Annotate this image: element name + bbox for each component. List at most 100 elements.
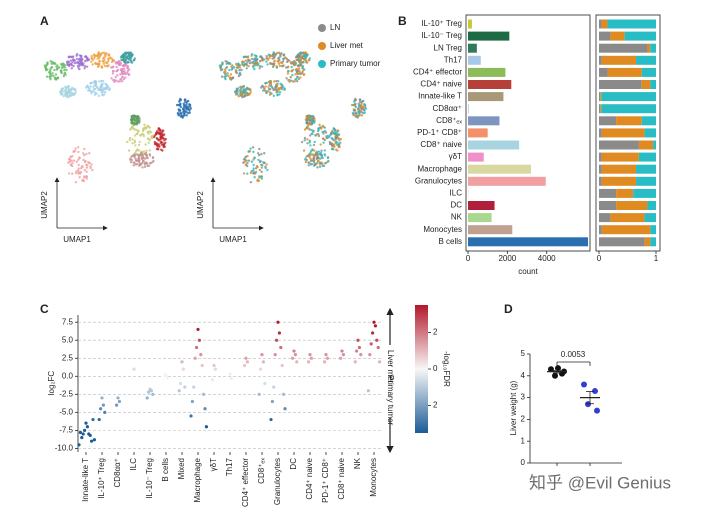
- x-tick-label: ILC: [129, 458, 138, 471]
- umap-point: [358, 114, 361, 117]
- neighbourhood-point: [151, 392, 155, 396]
- dot: [594, 407, 600, 414]
- umap-point: [350, 103, 354, 107]
- y-tick-label: -10.0: [55, 444, 74, 453]
- umap-point: [103, 58, 106, 62]
- umap-point: [272, 88, 275, 91]
- umap-point: [84, 159, 87, 163]
- umap-point: [178, 100, 181, 103]
- umap-point: [225, 74, 228, 77]
- umap-point: [83, 153, 86, 157]
- umap-point: [308, 119, 311, 123]
- stacked-segment: [599, 176, 602, 186]
- umap-point: [307, 59, 311, 62]
- umap-point: [245, 163, 248, 167]
- umap-point: [237, 74, 241, 78]
- neighbourhood-point: [261, 360, 265, 364]
- umap-point: [233, 66, 236, 69]
- umap-point: [71, 55, 75, 58]
- umap-point: [254, 62, 257, 65]
- umap-point: [145, 149, 148, 152]
- umap-point: [281, 84, 284, 87]
- umap-point: [161, 141, 164, 144]
- umap-point: [67, 55, 71, 59]
- umap-point: [67, 95, 71, 98]
- umap-point: [98, 59, 101, 62]
- umap-point: [336, 141, 339, 144]
- stacked-segment: [610, 213, 645, 223]
- neighbourhood-point: [368, 353, 372, 357]
- umap-point: [360, 107, 364, 111]
- umap-point: [291, 61, 295, 64]
- umap-point: [75, 57, 79, 61]
- umap-point: [361, 105, 365, 108]
- neighbourhood-point: [269, 417, 273, 422]
- umap-point: [246, 154, 249, 158]
- umap-point: [276, 94, 279, 97]
- umap-point: [133, 114, 137, 118]
- x-tick-label: CD8⁺ₑₓ: [257, 458, 266, 484]
- umap-point: [97, 88, 100, 91]
- umap-point: [80, 55, 83, 58]
- umap-point: [95, 62, 98, 66]
- umap-point: [224, 60, 227, 63]
- stacked-segment: [599, 213, 611, 223]
- neighbourhood-point: [378, 360, 382, 364]
- umap-point: [304, 59, 308, 62]
- category-label: γδT: [449, 152, 462, 161]
- umap-point: [297, 64, 300, 68]
- umap-point: [132, 59, 136, 62]
- umap-point: [311, 118, 315, 121]
- umap-point: [237, 95, 240, 98]
- umap-point: [310, 116, 314, 119]
- umap-point: [54, 73, 58, 76]
- stacked-segment: [601, 225, 651, 235]
- neighbourhood-point: [292, 349, 296, 353]
- umap-point: [324, 161, 327, 165]
- x-tick-label: Innate-like T: [81, 458, 90, 502]
- umap-point: [243, 157, 246, 161]
- umap-point: [328, 135, 331, 139]
- umap-point: [151, 160, 154, 164]
- category-label: Granulocytes: [415, 176, 462, 185]
- umap-point: [182, 108, 186, 111]
- axis-label: UMAP1: [63, 235, 91, 244]
- legend-label: LN: [330, 23, 340, 32]
- umap-point: [92, 53, 96, 56]
- umap-point: [81, 152, 85, 155]
- umap-point: [164, 137, 167, 141]
- stacked-segment: [641, 116, 656, 126]
- x-tick-label: CD4⁺ naive: [305, 457, 314, 499]
- umap-point: [256, 152, 260, 155]
- umap-point: [243, 91, 246, 94]
- umap-point: [83, 147, 86, 151]
- umap-point: [144, 143, 147, 146]
- umap-point: [188, 103, 191, 106]
- umap-point: [114, 79, 118, 82]
- umap-point: [144, 151, 148, 155]
- umap-point: [118, 80, 121, 83]
- axis-label: UMAP2: [40, 191, 49, 219]
- umap-point: [183, 114, 186, 117]
- umap-point: [83, 67, 86, 70]
- y-tick-label: 4: [521, 371, 526, 380]
- stacked-segment: [638, 140, 654, 150]
- stacked-segment: [653, 140, 656, 150]
- x-tick-label: Mixed: [177, 458, 186, 479]
- neighbourhood-point: [190, 399, 194, 404]
- umap-point: [143, 123, 146, 127]
- umap-point: [246, 55, 250, 58]
- neighbourhood-point: [325, 356, 329, 360]
- umap-point: [134, 134, 137, 137]
- umap-point: [254, 172, 257, 175]
- x-tick-label: NK: [353, 457, 362, 469]
- umap-point: [137, 157, 140, 160]
- umap-point: [247, 150, 250, 154]
- dot: [555, 365, 561, 372]
- neighbourhood-point: [280, 363, 284, 368]
- y-tick-label: 1: [521, 436, 526, 445]
- umap-point: [242, 95, 246, 98]
- umap-point: [339, 137, 342, 141]
- umap-point: [322, 141, 325, 144]
- umap-point: [229, 62, 232, 66]
